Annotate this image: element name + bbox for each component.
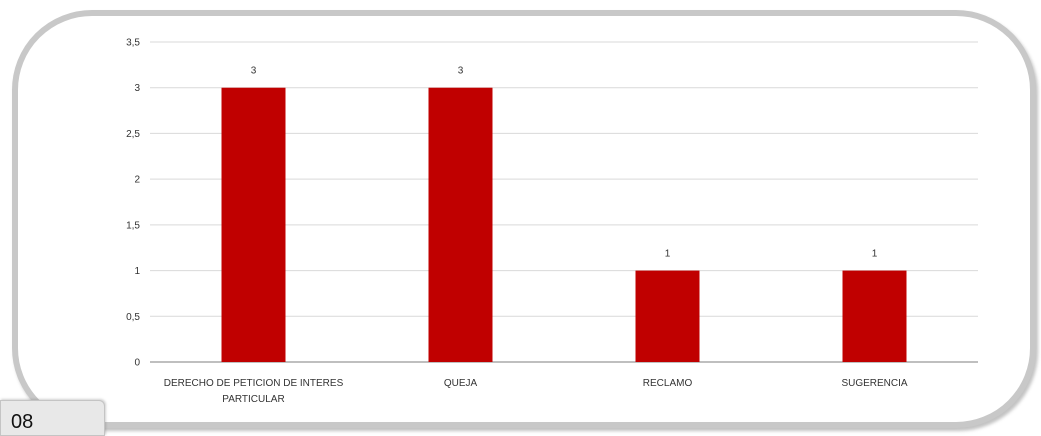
y-tick-label: 1 xyxy=(134,266,140,277)
rounded-frame xyxy=(12,10,1036,428)
data-label: 3 xyxy=(458,66,464,77)
y-tick-label: 2 xyxy=(134,175,140,186)
y-tick-label: 3,5 xyxy=(126,38,140,49)
y-tick-label: 3 xyxy=(134,83,140,94)
bar xyxy=(428,87,493,362)
category-label: RECLAMO xyxy=(643,378,693,389)
data-label: 1 xyxy=(665,249,671,260)
page-number: 08 xyxy=(11,411,34,433)
category-label: SUGERENCIA xyxy=(841,378,907,389)
page-tab xyxy=(0,400,105,436)
category-label: PARTICULAR xyxy=(222,394,284,405)
y-tick-label: 0 xyxy=(134,358,140,369)
category-label: QUEJA xyxy=(444,378,478,389)
bar xyxy=(221,87,286,362)
bar xyxy=(842,270,907,362)
y-tick-label: 0,5 xyxy=(126,312,140,323)
y-tick-label: 1,5 xyxy=(126,220,140,231)
category-label: DERECHO DE PETICION DE INTERES xyxy=(164,378,344,389)
bar xyxy=(635,270,700,362)
data-label: 1 xyxy=(872,249,878,260)
data-label: 3 xyxy=(251,66,257,77)
y-tick-label: 2,5 xyxy=(126,129,140,140)
